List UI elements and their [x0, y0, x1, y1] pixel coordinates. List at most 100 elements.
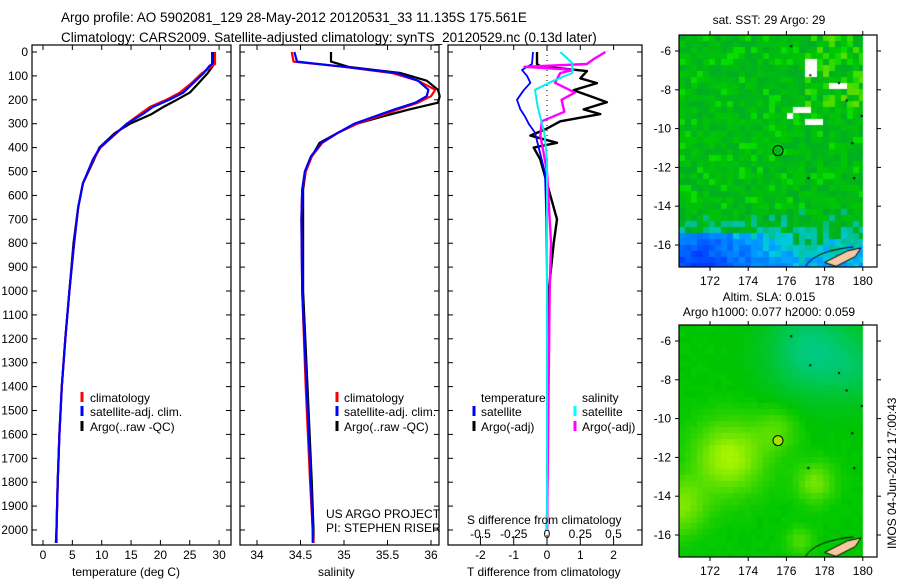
- lon-tick-label: 174: [738, 564, 758, 578]
- temperature-tick-label: 10: [95, 548, 109, 562]
- t-diff-xlabel: T difference from climatology: [467, 565, 621, 579]
- axes-frame: [447, 44, 643, 546]
- s-diff-tick-label: 0.25: [569, 527, 593, 541]
- depth-tick-label: 1600: [1, 427, 28, 441]
- lon-tick-label: 180: [853, 564, 873, 578]
- lat-tick-label: -14: [654, 199, 672, 213]
- s-diff-tick-label: -0.5: [470, 527, 491, 541]
- lon-tick-label: 172: [700, 274, 720, 288]
- depth-tick-label: 1700: [1, 451, 28, 465]
- temperature-panel: 0100200300400500600700800900100011001200…: [1, 44, 232, 562]
- s-diff-tick-label: 0: [544, 527, 551, 541]
- imos-timestamp: IMOS 04-Jun-2012 17:00:43: [885, 397, 899, 549]
- temperature-tick-label: 25: [183, 548, 197, 562]
- legend-title-salinity: salinity: [582, 391, 619, 405]
- depth-tick-label: 700: [8, 212, 28, 226]
- s-diff-tick-label: -0.25: [500, 527, 528, 541]
- axes-frame: [239, 44, 440, 546]
- t-diff-tick-label: 2: [610, 548, 617, 562]
- title-line-2: Climatology: CARS2009. Satellite-adjuste…: [61, 30, 597, 45]
- salinity-xlabel: salinity: [318, 565, 355, 579]
- salinity-line-2: [302, 52, 441, 543]
- depth-tick-label: 200: [8, 93, 28, 107]
- t-diff-tick-label: -2: [475, 548, 486, 562]
- salinity-tick-label: 34: [250, 548, 264, 562]
- legend-label: climatology: [344, 391, 404, 405]
- depth-tick-label: 300: [8, 117, 28, 131]
- temperature-tick-label: 30: [212, 548, 226, 562]
- lat-tick-label: -12: [654, 160, 672, 174]
- lon-tick-label: 172: [700, 564, 720, 578]
- lon-tick-label: 180: [853, 274, 873, 288]
- depth-tick-label: 900: [8, 260, 28, 274]
- lat-tick-label: -14: [654, 489, 672, 503]
- sla-map-title: Altim. SLA: 0.015: [723, 290, 816, 304]
- t-diff-satellite-line: [516, 51, 548, 530]
- lat-tick-label: -16: [654, 238, 672, 252]
- depth-tick-label: 2000: [1, 523, 28, 537]
- sla-map-panel: 172 174 176 178 180 -6 -8 -10 -12 -14 -16: [654, 321, 881, 578]
- depth-tick-label: 600: [8, 188, 28, 202]
- argo-position-marker: [772, 145, 784, 157]
- lon-tick-label: 174: [738, 274, 758, 288]
- salinity-line-0: [290, 51, 437, 543]
- s-diff-argo-line: [523, 50, 607, 531]
- sst-map-image: [679, 35, 877, 267]
- lat-tick-label: -12: [654, 450, 672, 464]
- title-line-1: Argo profile: AO 5902081_129 28-May-2012…: [61, 10, 527, 25]
- sla-map-subtitle: Argo h1000: 0.077 h2000: 0.059: [683, 305, 855, 319]
- depth-tick-label: 1100: [2, 308, 28, 322]
- difference-legend: temperature salinity satellite Argo(-adj…: [472, 391, 635, 434]
- legend-label: Argo(..raw -QC): [90, 420, 175, 434]
- lon-tick-label: 176: [776, 564, 796, 578]
- lat-tick-label: -8: [660, 83, 671, 97]
- pi-annotation: PI: STEPHEN RISER: [326, 521, 441, 535]
- salinity-tick-label: 35: [337, 548, 351, 562]
- axes-frame: [678, 324, 878, 558]
- salinity-tick-label: 34.5: [289, 548, 313, 562]
- salinity-tick-label: 35.5: [376, 548, 400, 562]
- depth-tick-label: 800: [8, 236, 28, 250]
- lat-tick-label: -6: [660, 334, 671, 348]
- s-diff-tick-label: 0.5: [605, 527, 622, 541]
- t-diff-tick-label: 1: [577, 548, 584, 562]
- depth-tick-label: 0: [21, 45, 28, 59]
- legend-title-temperature: temperature: [481, 391, 546, 405]
- depth-tick-label: 500: [8, 165, 28, 179]
- t-diff-argo-line: [529, 52, 609, 531]
- lat-tick-label: -10: [654, 412, 672, 426]
- depth-tick-label: 1400: [1, 380, 28, 394]
- s-diff-xlabel: S difference from climatology: [467, 513, 622, 527]
- salinity-line-1: [293, 51, 430, 543]
- lon-tick-label: 176: [776, 274, 796, 288]
- project-annotation: US ARGO PROJECT: [326, 507, 441, 521]
- legend-label: satellite-adj. clim.: [90, 405, 182, 419]
- salinity-tick-label: 36: [424, 548, 438, 562]
- depth-tick-label: 1500: [1, 404, 28, 418]
- legend-label: Argo(-adj): [582, 420, 635, 434]
- depth-tick-label: 100: [8, 69, 28, 83]
- temperature-line-1: [54, 52, 214, 543]
- salinity-legend: climatology satellite-adj. clim. Argo(..…: [326, 391, 441, 535]
- depth-tick-label: 1900: [1, 499, 28, 513]
- lon-tick-label: 178: [815, 274, 835, 288]
- t-diff-tick-label: -1: [508, 548, 519, 562]
- depth-tick-label: 1200: [1, 332, 28, 346]
- difference-panel: -2 -1 0 1 2 -0.5 -0.25 0 0.25 0.5: [447, 44, 643, 562]
- legend-label: satellite: [481, 405, 522, 419]
- sst-map-panel: 172 174 176 178 180 -6 -8 -10 -12 -14 -16: [654, 31, 881, 288]
- lon-tick-label: 178: [815, 564, 835, 578]
- temperature-xlabel: temperature (deg C): [72, 565, 180, 579]
- lat-tick-label: -10: [654, 122, 672, 136]
- temperature-legend: climatology satellite-adj. clim. Argo(..…: [80, 391, 182, 434]
- salinity-panel: 34 34.5 35 35.5 36: [239, 44, 441, 562]
- depth-tick-label: 1300: [1, 356, 28, 370]
- temperature-tick-label: 20: [154, 548, 168, 562]
- temperature-tick-label: 0: [40, 548, 47, 562]
- temperature-tick-label: 5: [69, 548, 76, 562]
- depth-tick-label: 1000: [1, 284, 28, 298]
- legend-label: Argo(-adj): [481, 420, 534, 434]
- legend-label: satellite-adj. clim.: [344, 405, 436, 419]
- lat-tick-label: -16: [654, 528, 672, 542]
